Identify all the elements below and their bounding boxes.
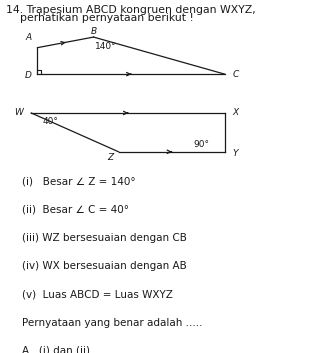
Text: B: B bbox=[90, 27, 97, 36]
Text: A: A bbox=[25, 32, 31, 42]
Text: X: X bbox=[232, 108, 239, 117]
Text: (i)   Besar ∠ Z = 140°: (i) Besar ∠ Z = 140° bbox=[22, 176, 135, 186]
Text: C: C bbox=[232, 70, 239, 79]
Text: (ii)  Besar ∠ C = 40°: (ii) Besar ∠ C = 40° bbox=[22, 205, 129, 215]
Text: Z: Z bbox=[108, 152, 114, 162]
Text: Y: Y bbox=[233, 149, 238, 158]
Text: A.  (i) dan (ii): A. (i) dan (ii) bbox=[22, 346, 90, 353]
Text: (iii) WZ bersesuaian dengan CB: (iii) WZ bersesuaian dengan CB bbox=[22, 233, 187, 243]
Text: D: D bbox=[25, 71, 32, 80]
Text: (v)  Luas ABCD = Luas WXYZ: (v) Luas ABCD = Luas WXYZ bbox=[22, 289, 173, 299]
Text: 14. Trapesium ABCD kongruen dengan WXYZ,: 14. Trapesium ABCD kongruen dengan WXYZ, bbox=[6, 5, 256, 15]
Text: W: W bbox=[14, 108, 23, 117]
Text: 40°: 40° bbox=[42, 117, 58, 126]
Text: Pernyataan yang benar adalah .....: Pernyataan yang benar adalah ..... bbox=[22, 318, 202, 328]
Text: (iv) WX bersesuaian dengan AB: (iv) WX bersesuaian dengan AB bbox=[22, 261, 187, 271]
Text: 140°: 140° bbox=[95, 42, 117, 51]
Text: perhatikan pernyataan berikut !: perhatikan pernyataan berikut ! bbox=[6, 13, 194, 23]
Text: 90°: 90° bbox=[193, 140, 209, 149]
